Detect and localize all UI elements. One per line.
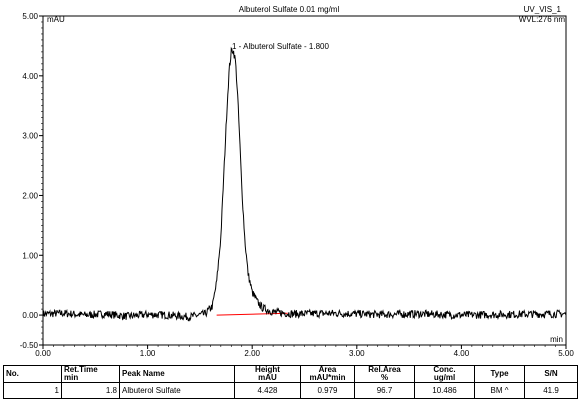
cell-sn: 41.9 xyxy=(524,382,578,399)
col-header-no: No. xyxy=(3,365,62,383)
x-tick-label: 2.00 xyxy=(244,349,260,358)
x-tick-label: 5.00 xyxy=(558,349,574,358)
col-header-area: Area mAU*min xyxy=(300,365,355,383)
peak-baseline-line xyxy=(216,312,288,316)
x-tick-label: 1.00 xyxy=(140,349,156,358)
channel-label: UV_VIS_1 xyxy=(524,5,562,14)
col-header-type: Type xyxy=(474,365,525,383)
cell-area: 0.979 xyxy=(300,382,355,399)
y-tick-label: 1.00 xyxy=(22,251,38,260)
table-row: 1 1.8 Albuterol Sulfate 4.428 0.979 96.7… xyxy=(3,382,578,399)
chart-title: Albuterol Sulfate 0.01 mg/ml xyxy=(239,5,340,14)
x-tick-label: 4.00 xyxy=(454,349,470,358)
y-tick-label: 5.00 xyxy=(22,12,38,21)
cell-peak-name: Albuterol Sulfate xyxy=(119,382,235,399)
cell-no: 1 xyxy=(3,382,62,399)
peak-results-table: No. Ret.Time min Peak Name Height mAU Area… xyxy=(3,365,578,399)
wavelength-label: WVL:276 nm xyxy=(519,15,566,24)
y-tick-label: 2.00 xyxy=(22,191,38,200)
y-tick-label: 4.00 xyxy=(22,72,38,81)
cell-conc: 10.486 xyxy=(414,382,475,399)
y-axis-unit-label: mAU xyxy=(47,15,65,24)
y-tick-label: 3.00 xyxy=(22,132,38,141)
table-header-row: No. Ret.Time min Peak Name Height mAU Area… xyxy=(3,365,578,383)
col-header-ret-time: Ret.Time min xyxy=(61,365,120,383)
x-tick-label: 0.00 xyxy=(35,349,51,358)
chromatogram-chart: -0.500.001.002.003.004.005.000.00 1.00 2.0… xyxy=(20,5,575,358)
chromatogram-trace xyxy=(42,46,567,322)
x-tick-label: 3.00 xyxy=(349,349,365,358)
col-header-peak-name: Peak Name xyxy=(119,365,235,383)
cell-ret-time: 1.8 xyxy=(61,382,120,399)
col-header-sn: S/N xyxy=(524,365,578,383)
x-axis-unit-label: min xyxy=(550,335,563,344)
cell-height: 4.428 xyxy=(234,382,301,399)
col-header-height: Height mAU xyxy=(234,365,301,383)
col-header-conc: Conc. ug/ml xyxy=(414,365,475,383)
col-header-rel-area: Rel.Area% xyxy=(354,365,415,383)
axis-tick-labels: -0.500.001.002.003.004.005.000.00 1.00 2.0… xyxy=(20,12,575,358)
y-tick-label: 0.00 xyxy=(22,311,38,320)
peak-annotation-label: 1 - Albuterol Sulfate - 1.800 xyxy=(232,42,330,51)
y-tick-label: -0.50 xyxy=(20,341,39,350)
axis-ticks xyxy=(39,15,567,349)
cell-rel-area: 96.7 xyxy=(354,382,415,399)
plot-frame xyxy=(42,15,567,346)
cell-type: BM ^ xyxy=(474,382,525,399)
